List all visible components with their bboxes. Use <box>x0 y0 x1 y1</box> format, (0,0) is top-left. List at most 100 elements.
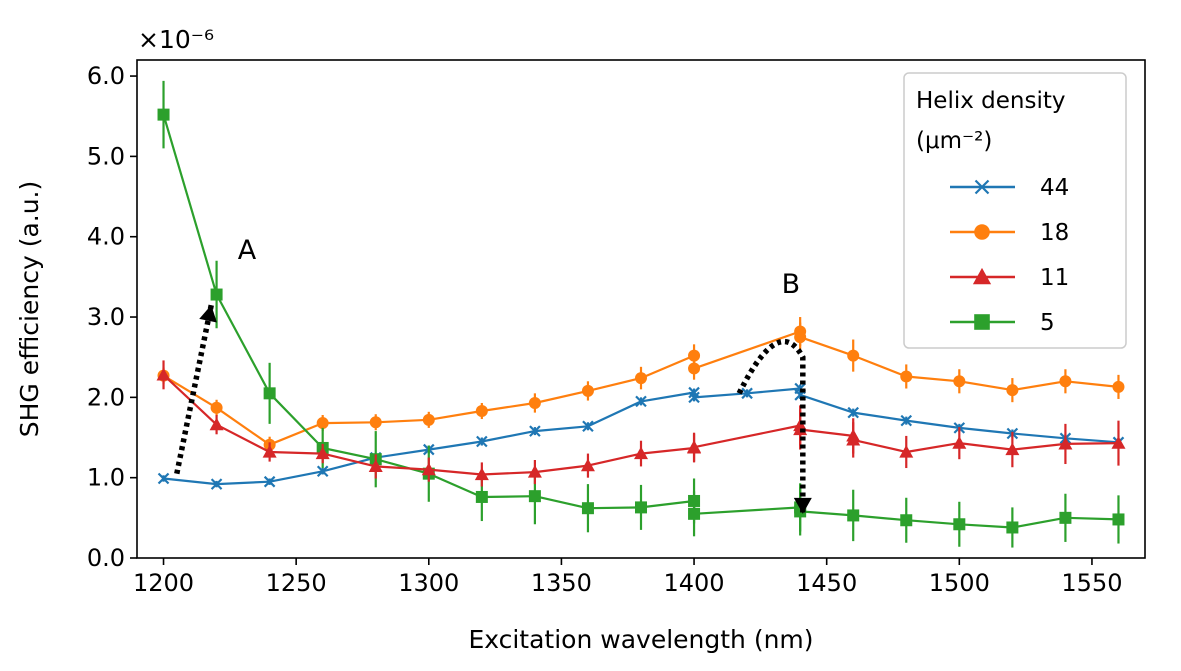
point-44-15 <box>847 406 859 419</box>
point-44-2 <box>263 475 276 488</box>
point-5-16 <box>953 518 966 531</box>
point-44-8 <box>582 420 594 433</box>
point-11-2 <box>262 444 277 458</box>
point-18-15 <box>900 370 913 383</box>
point-11-16 <box>899 444 914 458</box>
legend-label-44: 44 <box>1040 175 1069 201</box>
point-18-4 <box>369 416 382 429</box>
annotation-label-B: B <box>782 269 801 300</box>
point-44-3 <box>316 465 329 478</box>
point-44-0 <box>157 472 170 485</box>
legend-marker-5 <box>974 314 990 330</box>
point-11-6 <box>474 467 489 481</box>
legend: Helix density (μm⁻²) 44 18 11 5 <box>903 72 1127 349</box>
legend-entries: 44 18 11 5 <box>950 175 1069 336</box>
point-18-19 <box>1112 380 1125 393</box>
legend-title-line-2: (μm⁻²) <box>916 128 992 154</box>
point-5-6 <box>475 490 488 503</box>
annotation-B: B <box>736 269 812 514</box>
legend-box <box>903 72 1127 349</box>
series-layer <box>156 80 1126 548</box>
point-18-16 <box>953 375 966 388</box>
point-5-17 <box>1006 521 1019 534</box>
point-5-7 <box>528 490 541 503</box>
point-11-19 <box>1058 436 1073 450</box>
point-18-7 <box>528 396 541 409</box>
point-18-8 <box>581 384 594 397</box>
point-44-6 <box>476 435 488 448</box>
series-18 <box>157 317 1125 453</box>
axes-layer: 1200 1250 1300 1350 1400 1450 1500 1550 0.0 1.0 2.… <box>87 62 1123 597</box>
point-5-9 <box>635 501 647 514</box>
point-5-2 <box>263 387 276 400</box>
plot-frame <box>136 59 1146 559</box>
point-18-14 <box>847 349 860 362</box>
point-5-0 <box>157 108 170 121</box>
point-5-14 <box>847 509 860 522</box>
point-5-10 <box>688 494 701 507</box>
x-tick-label-1350: 1350 <box>531 569 592 597</box>
point-11-18 <box>1005 442 1020 456</box>
annotation-A: A <box>174 235 257 475</box>
annotation-layer: AB <box>174 235 812 514</box>
point-11-0 <box>156 367 171 381</box>
annotation-arrow-B <box>736 338 806 514</box>
annotation-arrowhead-B <box>793 497 812 514</box>
legend-label-5: 5 <box>1040 310 1055 336</box>
y-axis-multiplier: ×10⁻⁶ <box>138 25 214 54</box>
series-line-18 <box>162 330 1119 446</box>
point-11-4 <box>368 459 383 473</box>
point-18-6 <box>475 405 488 418</box>
point-18-13 <box>794 331 807 344</box>
point-5-1 <box>210 288 223 301</box>
point-5-8 <box>581 502 594 515</box>
y-tick-label-6: 6.0 <box>87 62 125 90</box>
series-11 <box>156 360 1126 487</box>
point-44-16 <box>900 414 913 427</box>
annotation-arrow-A <box>174 304 214 475</box>
point-5-18 <box>1059 511 1072 524</box>
point-18-10 <box>688 349 701 362</box>
legend-entry-5: 5 <box>950 310 1055 336</box>
point-11-11 <box>687 440 702 453</box>
point-44-7 <box>529 425 541 437</box>
x-tick-label-1300: 1300 <box>398 569 459 597</box>
y-tick-label-0: 0.0 <box>87 544 125 572</box>
point-18-17 <box>1006 384 1019 397</box>
y-tick-label-4: 4.0 <box>87 223 125 251</box>
legend-entry-18: 18 <box>950 220 1069 246</box>
point-44-1 <box>210 478 223 490</box>
y-tick-label-3: 3.0 <box>87 303 125 331</box>
series-44 <box>157 382 1125 490</box>
legend-title-line-1: Helix density <box>916 88 1065 114</box>
x-tick-label-1450: 1450 <box>796 569 857 597</box>
legend-marker-44 <box>974 179 990 195</box>
point-18-18 <box>1059 375 1072 388</box>
y-tick-label-1: 1.0 <box>87 464 125 492</box>
point-18-9 <box>635 372 647 385</box>
legend-entry-11: 11 <box>950 265 1069 291</box>
x-tick-label-1200: 1200 <box>133 569 194 597</box>
point-11-5 <box>421 462 436 476</box>
point-11-7 <box>527 465 542 478</box>
legend-label-18: 18 <box>1040 220 1069 246</box>
point-18-11 <box>688 362 701 375</box>
point-44-9 <box>635 395 647 408</box>
point-18-5 <box>422 413 435 426</box>
legend-label-11: 11 <box>1040 265 1069 291</box>
x-axis-label: Excitation wavelength (nm) <box>468 625 813 654</box>
point-18-3 <box>316 417 329 430</box>
x-tick-label-1250: 1250 <box>266 569 327 597</box>
point-44-12 <box>741 387 753 400</box>
x-tick-label-1400: 1400 <box>664 569 725 597</box>
point-11-3 <box>315 446 330 460</box>
legend-entry-44: 44 <box>950 175 1069 201</box>
point-18-1 <box>210 401 223 414</box>
annotation-arrowhead-A <box>199 304 217 323</box>
y-axis-label: SHG efficiency (a.u.) <box>15 181 44 438</box>
point-11-8 <box>580 458 595 472</box>
y-tick-label-5: 5.0 <box>87 142 125 170</box>
point-11-17 <box>952 436 967 449</box>
point-44-10 <box>688 386 700 399</box>
point-11-15 <box>846 432 861 446</box>
